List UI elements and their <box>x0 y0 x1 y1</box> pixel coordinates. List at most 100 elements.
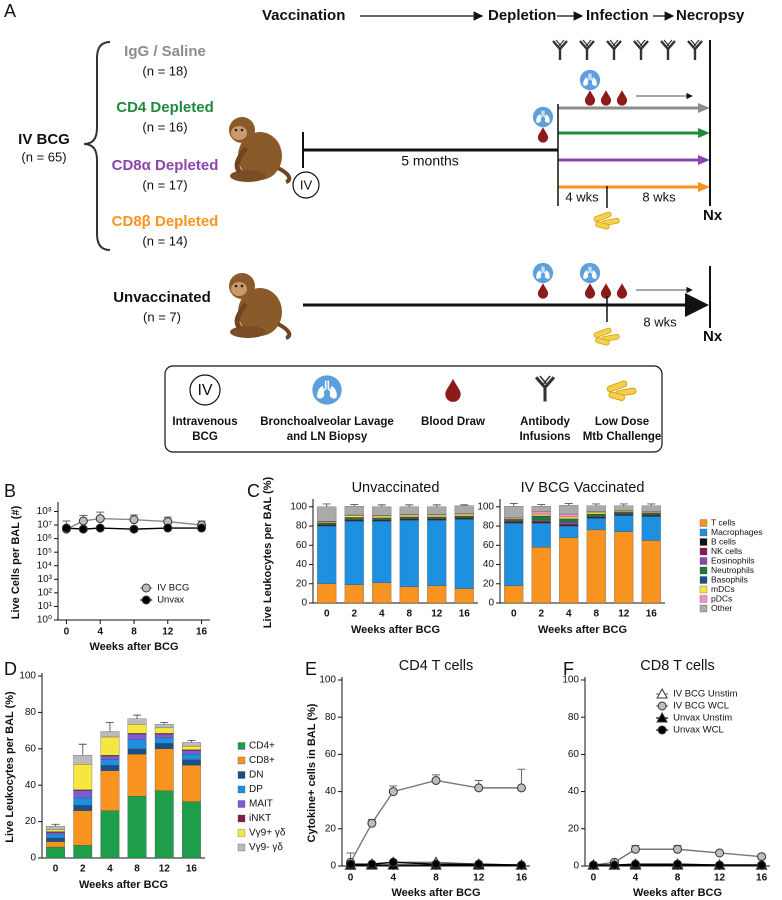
x-tick-label: 4 <box>633 873 639 884</box>
bar-segment <box>127 734 147 740</box>
data-point <box>757 860 767 870</box>
legend-marker <box>656 711 668 723</box>
x-tick-label: 4 <box>107 864 113 875</box>
bar-segment <box>427 585 447 604</box>
data-point <box>197 523 207 533</box>
y-tick-label: 60 <box>296 540 308 551</box>
legend-swatch <box>237 843 246 852</box>
data-point <box>95 523 105 533</box>
endpoint-label: Nx <box>703 328 723 345</box>
x-tick-label: 2 <box>80 864 86 875</box>
data-point <box>673 844 682 854</box>
bar-segment <box>154 748 174 791</box>
bar-segment <box>372 582 392 604</box>
legend-label: CD8+ <box>249 755 275 766</box>
bar-segment <box>127 754 147 797</box>
error-bar <box>78 743 87 756</box>
bar-segment <box>46 841 65 848</box>
panel-letter: F <box>563 659 574 679</box>
bar-segment <box>154 737 174 744</box>
legend-label: MAIT <box>249 799 273 810</box>
bal-icon <box>579 262 601 284</box>
blood-icon <box>445 378 461 402</box>
y-tick-label: 40 <box>25 780 37 791</box>
x-tick-label: 8 <box>675 873 681 884</box>
data-point <box>609 860 619 870</box>
legend-swatch <box>699 585 708 594</box>
group-name: CD4 Depleted <box>116 99 214 116</box>
data-point <box>474 859 484 869</box>
bar-segment <box>100 736 120 756</box>
x-tick-label: 12 <box>473 873 485 884</box>
y-tick-label: 100 <box>290 501 307 512</box>
y-tick-label: 40 <box>483 559 495 570</box>
x-tick-label: 12 <box>714 873 726 884</box>
legend-label: Unvax WCL <box>673 725 724 736</box>
panel-letter: C <box>247 481 260 501</box>
bar-segment <box>46 832 65 835</box>
x-axis-title: Weeks after BCG <box>79 879 168 891</box>
group-name: IgG / Saline <box>124 43 206 60</box>
bar-segment <box>454 588 474 604</box>
bar-segment <box>127 748 147 755</box>
mtb-icon <box>605 379 637 402</box>
x-axis-title: Weeks after BCG <box>351 624 440 636</box>
antibody-icon <box>605 38 623 62</box>
group-n: (n = 18) <box>142 63 187 78</box>
legend-box <box>164 365 663 453</box>
error-bar <box>405 504 414 507</box>
x-tick-label: 16 <box>756 873 768 884</box>
legend-marker <box>657 725 667 735</box>
legend-label: pDCs <box>711 593 732 603</box>
bar-segment <box>559 522 579 525</box>
y-axis-title: Live Leukocytes per BAL (%) <box>262 476 274 628</box>
error-bar <box>592 503 601 506</box>
bar-segment <box>614 505 634 511</box>
x-tick-label: 16 <box>646 609 658 620</box>
legend-text: Intravenous <box>172 416 237 428</box>
y-tick-label: 60 <box>568 749 580 760</box>
data-point <box>516 860 526 870</box>
legend-label: DN <box>249 770 263 781</box>
legend-symbol: IV <box>197 382 212 399</box>
y-tick-label: 20 <box>296 578 308 589</box>
antibody-icon <box>551 38 569 62</box>
y-tick-label: 20 <box>25 816 37 827</box>
bar-segment <box>182 765 201 802</box>
legend-label: T cells <box>711 517 735 527</box>
group-arrowhead <box>698 155 710 165</box>
legend-label: IV BCG <box>157 583 189 594</box>
bar-segment <box>559 516 579 519</box>
bar-segment <box>531 513 551 517</box>
antibody-icon <box>686 38 704 62</box>
error-bar <box>51 823 60 827</box>
bar-segment <box>372 515 392 519</box>
legend-swatch <box>237 742 246 750</box>
bar-segment <box>73 845 93 859</box>
chart-title: CD4 T cells <box>399 658 473 674</box>
infection-phase: 8 wks <box>642 189 676 204</box>
timeline-step: Vaccination <box>262 7 345 24</box>
group-name: CD8β Depleted <box>112 213 219 230</box>
legend-text: BCG <box>192 431 218 443</box>
data-point <box>388 787 398 797</box>
legend-label: Eosinophils <box>711 555 754 565</box>
y-tick-label: 10² <box>38 588 53 599</box>
legend-label: Macrophages <box>711 527 763 537</box>
group-n: (n = 16) <box>142 119 187 134</box>
y-tick-label: 100 <box>562 675 579 686</box>
bar-segment <box>154 743 174 749</box>
x-tick-label: 0 <box>511 609 517 620</box>
y-tick-label: 100 <box>19 671 36 682</box>
control-label: Unvaccinated <box>113 289 211 306</box>
bar-segment <box>182 742 201 747</box>
bar-segment <box>427 520 447 586</box>
chart-title: CD8 T cells <box>640 658 714 674</box>
timeline-step: Infection <box>586 7 649 24</box>
bar-segment <box>454 519 474 589</box>
data-point <box>78 516 88 526</box>
legend-text: Low Dose <box>595 416 649 428</box>
data-point <box>163 523 173 533</box>
bar-segment <box>100 755 120 760</box>
legend-label: mDCs <box>711 584 735 594</box>
